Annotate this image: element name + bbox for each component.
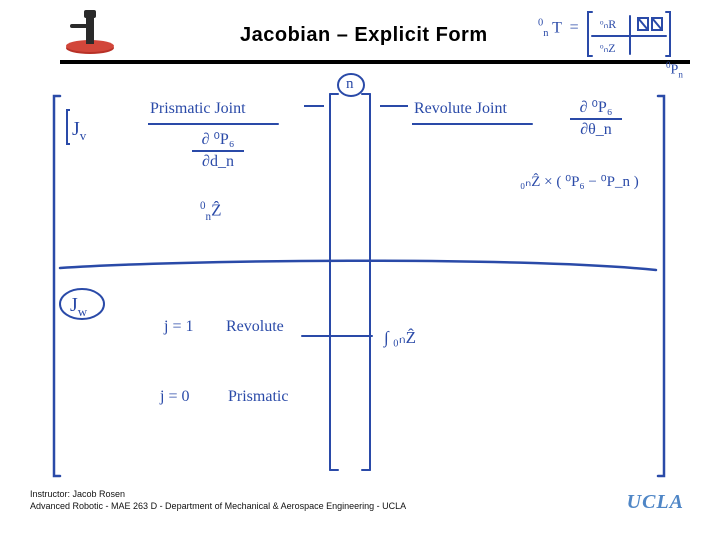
hw-Jw-rev-arrow bbox=[300, 330, 380, 344]
hw-revolute-Jv-den: ∂θ_n bbox=[570, 122, 622, 138]
hw-Jw-pris-jeq: j = 0 bbox=[160, 388, 189, 406]
hw-ticks bbox=[300, 100, 420, 120]
svg-text:ᵒₙR: ᵒₙR bbox=[600, 17, 616, 31]
hw-prismatic-Jv-den: ∂d_n bbox=[192, 154, 244, 170]
hw-midline bbox=[56, 250, 664, 280]
hw-revolute-title: Revolute Joint bbox=[414, 100, 507, 118]
hw-prismatic-Jv-num: ∂ ⁰P₆ bbox=[192, 132, 244, 148]
hw-prismatic-underline bbox=[148, 120, 288, 130]
hw-transform-matrix-icon: ᵒₙR ᵒₙZ bbox=[586, 8, 672, 64]
hw-transform-T: 0n T = bbox=[538, 18, 583, 40]
page-title: Jacobian – Explicit Form bbox=[240, 24, 488, 47]
footer: Instructor: Jacob Rosen Advanced Robotic… bbox=[30, 488, 406, 512]
robot-icon bbox=[60, 6, 120, 56]
hw-Jw-rev-jeq: j = 1 bbox=[164, 318, 193, 336]
svg-text:ᵒₙZ: ᵒₙZ bbox=[600, 41, 616, 55]
hw-revolute-Jv-num: ∂ ⁰P₆ bbox=[570, 100, 622, 116]
hw-revolute-Jv-frac: ∂ ⁰P₆ ∂θ_n bbox=[570, 100, 622, 138]
hw-Jw-pris-label: Prismatic bbox=[228, 388, 288, 406]
footer-line2: Advanced Robotic - MAE 263 D - Departmen… bbox=[30, 500, 406, 512]
hw-Jw-rev-val: ∫ ₀ₙẐ bbox=[384, 328, 416, 348]
hw-Jw-circle bbox=[58, 286, 106, 322]
hw-prismatic-Jv: ∂ ⁰P₆ ∂d_n bbox=[192, 132, 244, 170]
slide: Jacobian – Explicit Form 0n T = ᵒₙR ᵒₙZ … bbox=[0, 0, 720, 540]
hw-P-n: 0Pn bbox=[666, 60, 683, 79]
ucla-logo: UCLA bbox=[627, 491, 684, 514]
hw-revolute-Jv-cross: ₀ₙẐ × ( ⁰P₆ − ⁰P_n ) bbox=[520, 172, 639, 191]
hw-Jw-rev-label: Revolute bbox=[226, 318, 284, 336]
hw-n-label: n bbox=[346, 76, 354, 93]
footer-line1: Instructor: Jacob Rosen bbox=[30, 488, 406, 500]
hw-prismatic-Jv-Z: 0nẐ bbox=[200, 200, 221, 223]
hw-Jv-bracket bbox=[66, 108, 100, 148]
hw-revolute-underline bbox=[412, 120, 542, 130]
hw-prismatic-title: Prismatic Joint bbox=[150, 100, 246, 118]
hw-column-n bbox=[326, 90, 374, 478]
